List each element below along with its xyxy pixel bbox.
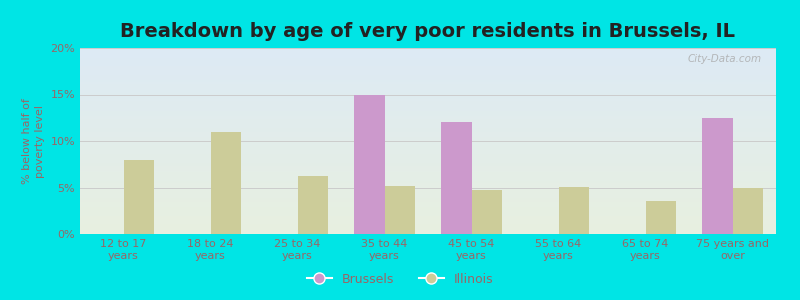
Y-axis label: % below half of
poverty level: % below half of poverty level [22,98,45,184]
Text: City-Data.com: City-Data.com [688,54,762,64]
Bar [210,132,241,234]
Bar [646,202,676,234]
Bar [385,186,415,234]
Bar [702,118,733,234]
Bar [298,176,328,234]
Bar [733,188,763,234]
Bar [558,187,589,234]
Legend: Brussels, Illinois: Brussels, Illinois [302,268,498,291]
Bar [354,94,385,234]
Bar [441,122,471,234]
Bar [123,160,154,234]
Bar [471,190,502,234]
Title: Breakdown by age of very poor residents in Brussels, IL: Breakdown by age of very poor residents … [121,22,735,41]
